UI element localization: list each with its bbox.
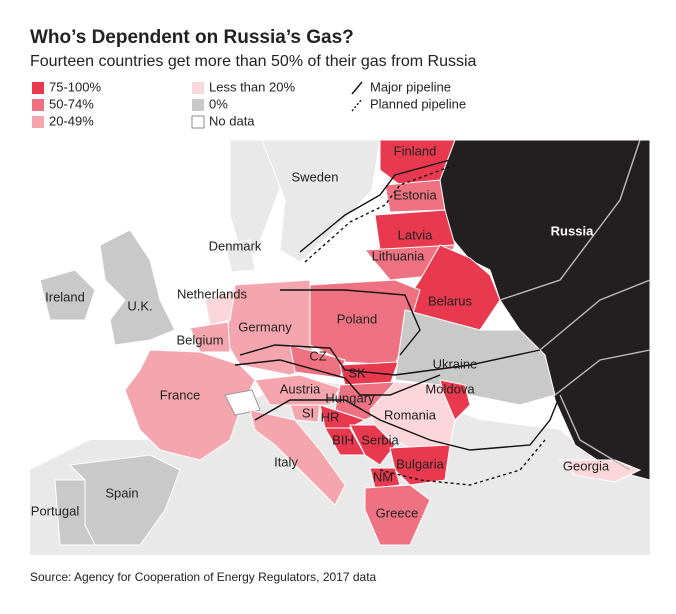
- legend-pipe: [351, 81, 363, 95]
- sweden: [261, 139, 381, 263]
- source: Source: Agency for Cooperation of Energy…: [30, 570, 377, 584]
- country-label: Sweden: [292, 169, 339, 184]
- legend-swatch: [32, 99, 44, 111]
- country-label: Estonia: [393, 187, 437, 202]
- pipeline: [239, 344, 541, 376]
- pipeline: [554, 349, 651, 396]
- pipeline: [280, 289, 421, 356]
- country-label: CZ: [309, 348, 326, 363]
- pipeline: [559, 394, 631, 471]
- legend-swatch: [192, 99, 204, 111]
- country-label: NM: [373, 469, 393, 484]
- pipeline: [499, 139, 641, 301]
- country-label: Bulgaria: [396, 456, 444, 471]
- title: Who’s Dependent on Russia’s Gas?: [30, 27, 354, 48]
- legend-swatch: [192, 82, 204, 94]
- denmark: [224, 239, 256, 273]
- italy: [249, 409, 346, 506]
- belgium: [189, 321, 231, 353]
- map: [30, 139, 651, 555]
- ukraine: [394, 309, 556, 406]
- pipeline: [539, 279, 651, 351]
- legend-label: 0%: [209, 96, 228, 111]
- country-label: HR: [321, 409, 340, 424]
- country-label: BIH: [332, 432, 354, 447]
- country-label: Moldova: [425, 381, 475, 396]
- country-label: SK: [348, 365, 366, 380]
- pipeline: [299, 159, 451, 253]
- legend-swatch: [191, 115, 205, 129]
- france: [124, 349, 256, 461]
- country-label: Belgium: [177, 332, 224, 347]
- serbia: [349, 424, 396, 466]
- country-label: U.K.: [127, 298, 152, 313]
- country-label: Denmark: [209, 238, 262, 253]
- subtitle: Fourteen countries get more than 50% of …: [30, 53, 477, 70]
- country-label: Greece: [376, 505, 419, 520]
- uk: [99, 229, 176, 346]
- country-label: Austria: [280, 381, 321, 396]
- country-label: France: [160, 387, 200, 402]
- bulgaria: [389, 444, 451, 486]
- country-label: Belarus: [428, 293, 473, 308]
- country-label: Finland: [394, 143, 437, 158]
- legend-label: No data: [209, 113, 255, 128]
- country-label: Romania: [384, 407, 437, 422]
- land: [30, 380, 650, 555]
- country-label: Russia: [551, 223, 594, 238]
- country-label: Latvia: [398, 227, 433, 242]
- legend-label: Less than 20%: [209, 79, 295, 94]
- netherlands: [204, 289, 236, 326]
- country-label: Spain: [105, 485, 138, 500]
- greece: [364, 484, 431, 546]
- map-labels: Finland Sweden Estonia Russia Latvia Denmark L…: [31, 143, 610, 520]
- country-label: Lithuania: [372, 248, 426, 263]
- slovenia: [289, 404, 321, 423]
- portugal: [54, 479, 96, 546]
- georgia: [558, 459, 642, 483]
- legend-label: Major pipeline: [370, 79, 451, 94]
- legend-pipe: [351, 98, 363, 112]
- country-label: Poland: [337, 311, 377, 326]
- austria: [254, 374, 341, 406]
- legend-swatch: [32, 82, 44, 94]
- country-label: Portugal: [31, 503, 80, 518]
- legend-label: Planned pipeline: [370, 96, 466, 111]
- planned-pipeline: [379, 439, 546, 486]
- legend-label: 20-49%: [49, 113, 94, 128]
- country-label: Hungary: [325, 390, 375, 405]
- ireland: [39, 269, 96, 321]
- country-label: SI: [302, 405, 314, 420]
- pipeline: [254, 394, 561, 451]
- country-label: Serbia: [361, 432, 399, 447]
- country-label: Netherlands: [177, 286, 248, 301]
- legend-label: 75-100%: [49, 79, 101, 94]
- country-label: Georgia: [563, 458, 610, 473]
- legend-swatch: [32, 116, 44, 128]
- country-label: Germany: [238, 319, 292, 334]
- country-label: Ireland: [45, 289, 85, 304]
- country-label: Ukraine: [433, 356, 478, 371]
- pipeline: [234, 359, 441, 396]
- legend: 75-100% 50-74% 20-49% Less than 20% 0% No dat…: [32, 79, 466, 129]
- country-label: Italy: [274, 454, 298, 469]
- switzerland: [224, 389, 261, 416]
- legend-label: 50-74%: [49, 96, 94, 111]
